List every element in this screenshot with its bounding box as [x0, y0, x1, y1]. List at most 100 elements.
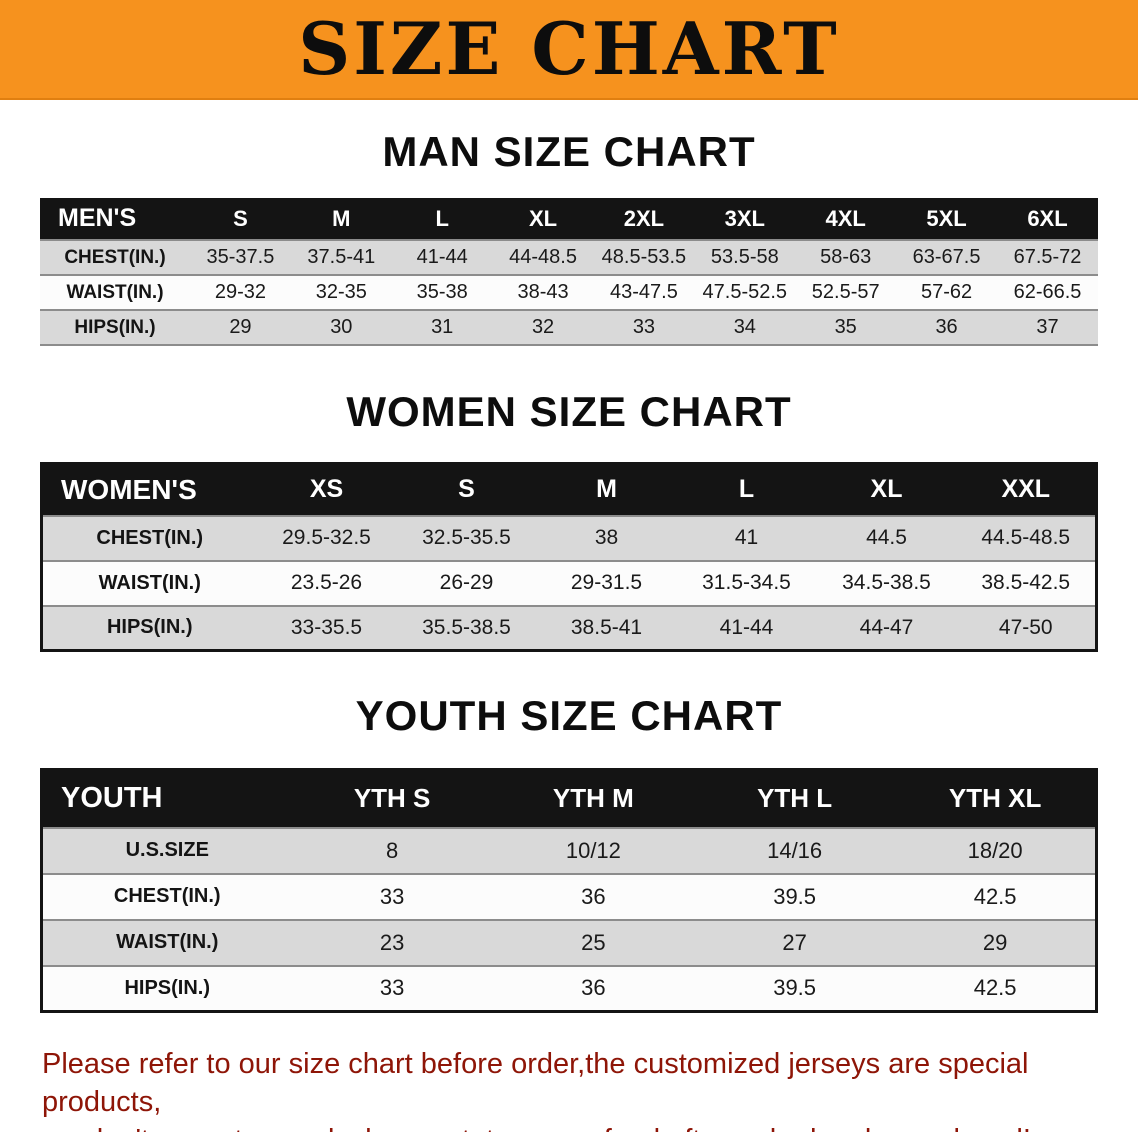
table-header-row: WOMEN'S XS S M L XL XXL [41, 463, 1097, 517]
size-value: 37 [1036, 316, 1059, 338]
size-value: 35-37.5 [206, 246, 275, 268]
womens-size-table: WOMEN'S XS S M L XL XXL CHEST(IN.) 29.5-32.5 32.5… [40, 462, 1098, 652]
table-header-row: MEN'S S M L XL 2XL 3XL 4XL 5XL 6XL [40, 198, 1098, 241]
size-column-header: 4XL [795, 198, 897, 241]
size-column-header: M [536, 463, 677, 517]
row-label: CHEST(IN.) [96, 526, 204, 549]
size-value: 38-43 [517, 281, 569, 303]
size-value: 26-29 [439, 571, 494, 594]
women-section-heading: WOMEN SIZE CHART [346, 388, 792, 435]
size-column-header: XS [256, 463, 397, 517]
banner: SIZE CHART [0, 0, 1138, 100]
disclaimer-line-1: Please refer to our size chart before or… [42, 1048, 1029, 1118]
size-column-header: YTH XL [895, 769, 1097, 829]
men-section-heading: MAN SIZE CHART [382, 128, 756, 175]
page-title: SIZE CHART [298, 6, 840, 91]
size-column-header: YTH L [694, 769, 896, 829]
table-row: WAIST(IN.) 23 25 27 29 [41, 919, 1097, 966]
size-value: 30 [330, 316, 353, 338]
size-value: 29.5-32.5 [282, 526, 371, 549]
size-value: 62-66.5 [1013, 281, 1082, 303]
size-value: 29 [982, 929, 1008, 955]
size-value: 23 [379, 929, 405, 955]
size-value: 23.5-26 [290, 571, 363, 594]
size-column-header: L [391, 198, 493, 241]
table-row: CHEST(IN.) 29.5-32.5 32.5-35.5 38 41 44.5 44.5… [41, 515, 1097, 561]
size-value: 44-47 [859, 615, 914, 639]
size-column-header: L [676, 463, 817, 517]
youth-size-table: YOUTH YTH S YTH M YTH L YTH XL U.S.SIZE 8 10/12… [40, 768, 1098, 1013]
size-column-header: XL [492, 198, 594, 241]
size-column-header: 5XL [896, 198, 997, 241]
size-value: 35 [834, 316, 857, 338]
size-value: 41 [734, 526, 759, 549]
size-value: 48.5-53.5 [601, 246, 687, 268]
size-value: 36 [581, 975, 606, 1001]
size-value: 35.5-38.5 [422, 615, 511, 639]
size-column-header: 2XL [593, 198, 695, 241]
size-value: 41-44 [719, 615, 774, 639]
size-column-header: 3XL [694, 198, 796, 241]
size-value: 38.5-42.5 [981, 571, 1071, 594]
row-label: HIPS(IN.) [106, 616, 193, 639]
table-row: WAIST(IN.) 29-32 32-35 35-38 38-43 43-47.5 47.… [40, 275, 1098, 310]
size-value: 44.5-48.5 [981, 526, 1071, 549]
size-value: 14/16 [767, 837, 823, 863]
size-value: 29 [229, 316, 252, 338]
youth-section-heading: YOUTH SIZE CHART [355, 692, 783, 739]
size-column-header: XL [816, 463, 957, 517]
size-value: 31 [431, 316, 454, 338]
table-corner-label: WOMEN'S [41, 463, 257, 517]
size-value: 10/12 [565, 837, 621, 863]
size-column-header: S [190, 198, 291, 241]
table-row: HIPS(IN.) 33 36 39.5 42.5 [41, 965, 1097, 1012]
size-column-header: 6XL [997, 198, 1098, 241]
row-label: HIPS(IN.) [74, 316, 156, 338]
row-label: CHEST(IN.) [64, 246, 166, 268]
size-value: 33 [379, 883, 405, 909]
size-value: 32.5-35.5 [422, 526, 511, 549]
row-label: WAIST(IN.) [116, 931, 219, 953]
table-header-row: YOUTH YTH S YTH M YTH L YTH XL [41, 769, 1097, 829]
row-label: WAIST(IN.) [98, 571, 201, 594]
size-value: 44-48.5 [509, 246, 577, 268]
table-row: CHEST(IN.) 33 36 39.5 42.5 [41, 873, 1097, 920]
size-value: 33 [632, 316, 656, 338]
size-value: 39.5 [773, 975, 817, 1001]
table-row: HIPS(IN.) 33-35.5 35.5-38.5 38.5-41 41-44 44-… [41, 605, 1097, 651]
size-value: 53.5-58 [710, 246, 779, 268]
row-label: CHEST(IN.) [113, 885, 221, 907]
size-value: 25 [581, 929, 606, 955]
table-corner-label: YOUTH [41, 769, 292, 829]
disclaimer: Please refer to our size chart before or… [42, 1045, 1098, 1132]
size-value: 34 [733, 316, 756, 338]
size-column-header: S [396, 463, 537, 517]
size-value: 33 [379, 975, 405, 1001]
size-column-header: YTH M [492, 769, 694, 829]
size-value: 47-50 [998, 615, 1053, 639]
row-label: U.S.SIZE [125, 839, 209, 861]
size-value: 52.5-57 [811, 281, 880, 303]
size-value: 43-47.5 [610, 281, 678, 303]
size-value: 58-63 [820, 246, 872, 268]
size-value: 34.5-38.5 [842, 571, 931, 594]
table-row: U.S.SIZE 8 10/12 14/16 18/20 [41, 827, 1097, 874]
size-value: 35-38 [416, 281, 468, 303]
size-value: 32 [531, 316, 555, 338]
size-column-header: M [290, 198, 392, 241]
size-value: 41-44 [416, 246, 468, 268]
table-corner-label: MEN'S [40, 198, 190, 241]
row-label: WAIST(IN.) [66, 281, 164, 303]
table-row: CHEST(IN.) 35-37.5 37.5-41 41-44 44-48.5 48.5… [40, 240, 1098, 275]
size-value: 32-35 [315, 281, 367, 303]
size-value: 63-67.5 [912, 246, 981, 268]
size-value: 33-35.5 [290, 615, 363, 639]
size-value: 31.5-34.5 [702, 571, 791, 594]
size-value: 38 [594, 526, 619, 549]
size-value: 27 [782, 929, 807, 955]
size-value: 36 [581, 883, 606, 909]
size-value: 42.5 [973, 883, 1017, 909]
size-column-header: XXL [956, 463, 1097, 517]
size-value: 38.5-41 [570, 615, 643, 639]
size-column-header: YTH S [291, 769, 493, 829]
